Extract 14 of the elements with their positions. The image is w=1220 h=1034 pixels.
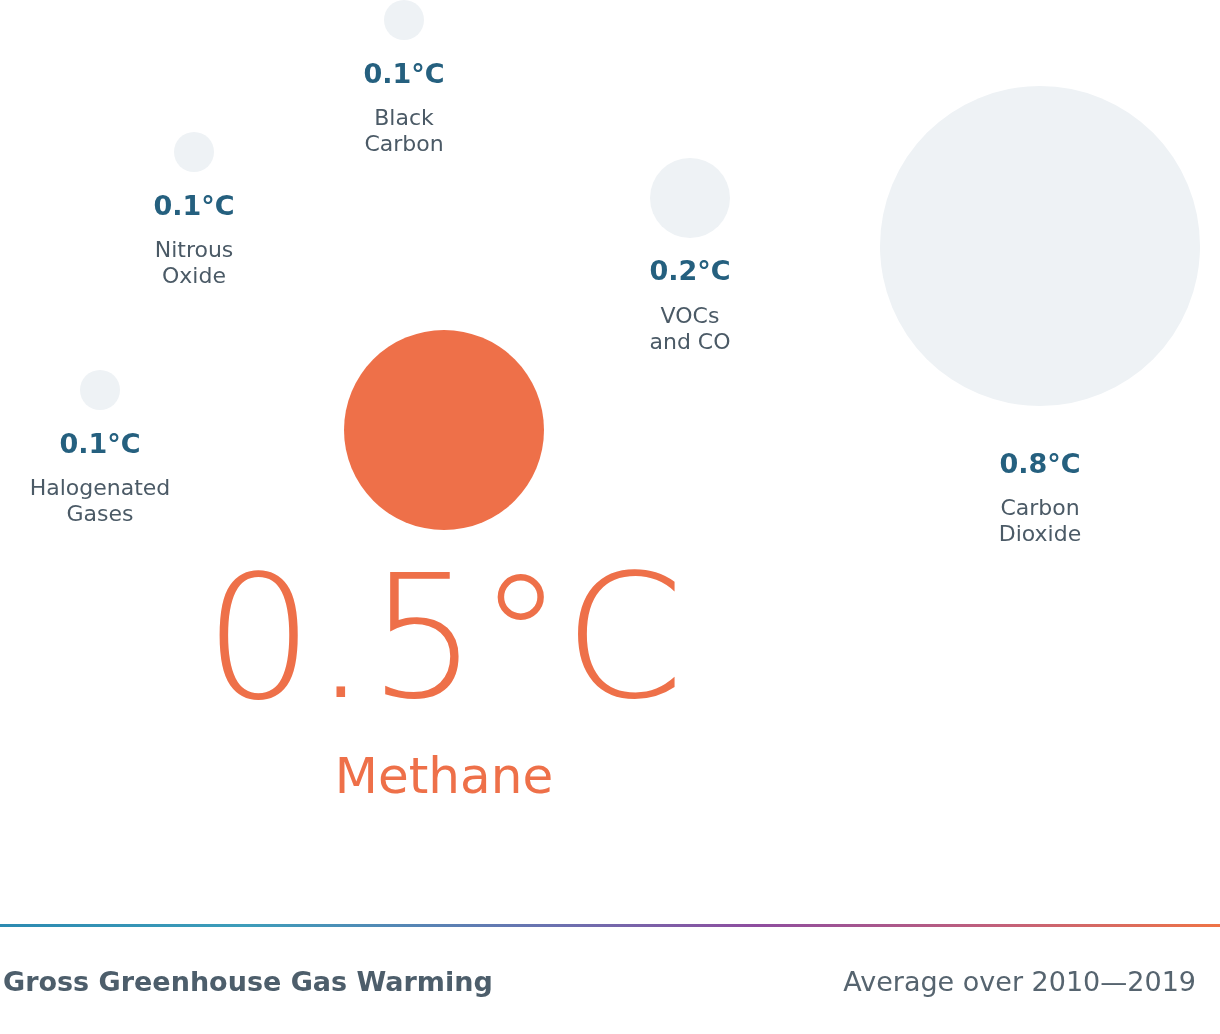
text: Average over 2010—2019 — [843, 966, 1196, 997]
category-label: Halogenated Gases — [29, 475, 171, 526]
data-label: 0.1°C — [363, 58, 445, 89]
data-label: 0.1°C — [153, 190, 235, 221]
data-label: 0.8°C — [999, 448, 1081, 479]
category-label: VOCs and CO — [649, 303, 731, 354]
category-label: Nitrous Oxide — [154, 237, 234, 288]
category-label: Black Carbon — [364, 105, 444, 156]
data-label: 0.1°C — [59, 428, 141, 459]
data-label: 0.5°C — [204, 537, 684, 738]
data-label: 0.2°C — [649, 255, 731, 286]
category-label: Carbon Dioxide — [998, 495, 1082, 546]
text: Gross Greenhouse Gas Warming — [3, 966, 493, 997]
category-label: Methane — [334, 747, 554, 805]
